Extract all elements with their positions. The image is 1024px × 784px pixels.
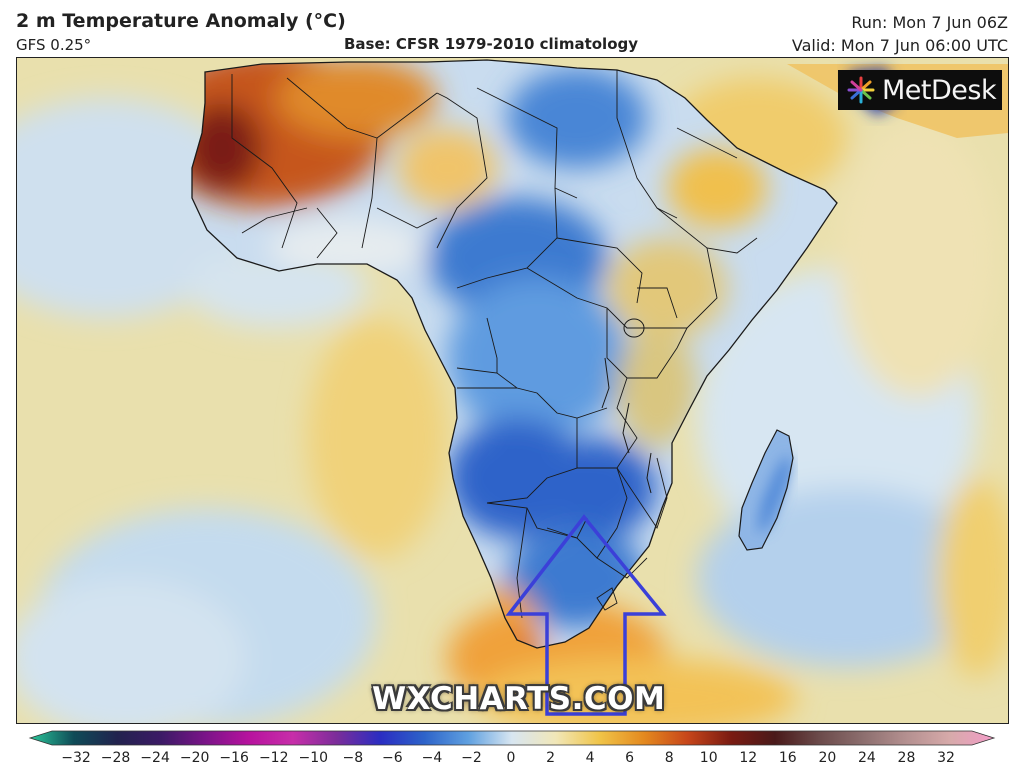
colorbar-tick-label: −2 [461,750,482,766]
colorbar-tick-label: −6 [382,750,403,766]
colorbar-tick-label: 4 [585,750,595,766]
colorbar-tick-label: −24 [140,750,170,766]
run-time-label: Run: Mon 7 Jun 06Z [851,13,1008,32]
colorbar-tick-label: 2 [546,750,555,766]
colorbar-tick-label: 32 [937,750,955,766]
colorbar-tick-label: −20 [179,750,210,766]
colorbar-tick-label: 10 [699,750,718,766]
colorbar-tick-label: 24 [857,750,876,766]
wxcharts-watermark: WXCHARTS.COM [372,681,666,717]
colorbar-tick-label: 8 [664,750,674,766]
metdesk-logo: MetDesk [838,70,1002,110]
temperature-anomaly-map: MetDesk WXCHARTS.COM [16,57,1009,724]
land-anomaly-field [192,60,837,648]
colorbar-bar [28,730,996,746]
lakes [601,318,652,494]
colorbar-tick-label: 0 [506,750,516,766]
logo-text: MetDesk [882,74,997,106]
chart-title: 2 m Temperature Anomaly (°C) [16,10,346,32]
base-climatology-label: Base: CFSR 1979-2010 climatology [344,35,639,53]
colorbar-tick-label: −28 [100,750,131,766]
colorbar-tick-label: −32 [61,750,91,766]
metdesk-sunburst-icon [847,76,875,104]
country-borders [231,70,758,619]
colorbar-tick-label: −4 [421,750,443,766]
colorbar-tick-label: 20 [818,750,837,766]
colorbar-tick-label: −8 [342,750,364,766]
colorbar-tick-label: −10 [298,750,329,766]
map-canvas: MetDesk [17,58,1008,723]
colorbar-tick-label: −12 [258,750,289,766]
madagascar-landmass [739,430,793,550]
colorbar-tick-label: 6 [625,750,635,766]
ocean-anomaly-field [17,78,1008,723]
model-label: GFS 0.25° [16,36,92,54]
colorbar-tick-label: 28 [897,750,916,766]
colorbar-tick-label: 12 [739,750,758,766]
colorbar-tick-label: 16 [778,750,797,766]
annotation-arrow [505,514,667,716]
valid-time-label: Valid: Mon 7 Jun 06:00 UTC [791,36,1008,55]
colorbar [28,730,996,746]
colorbar-tick-label: −16 [219,750,249,766]
